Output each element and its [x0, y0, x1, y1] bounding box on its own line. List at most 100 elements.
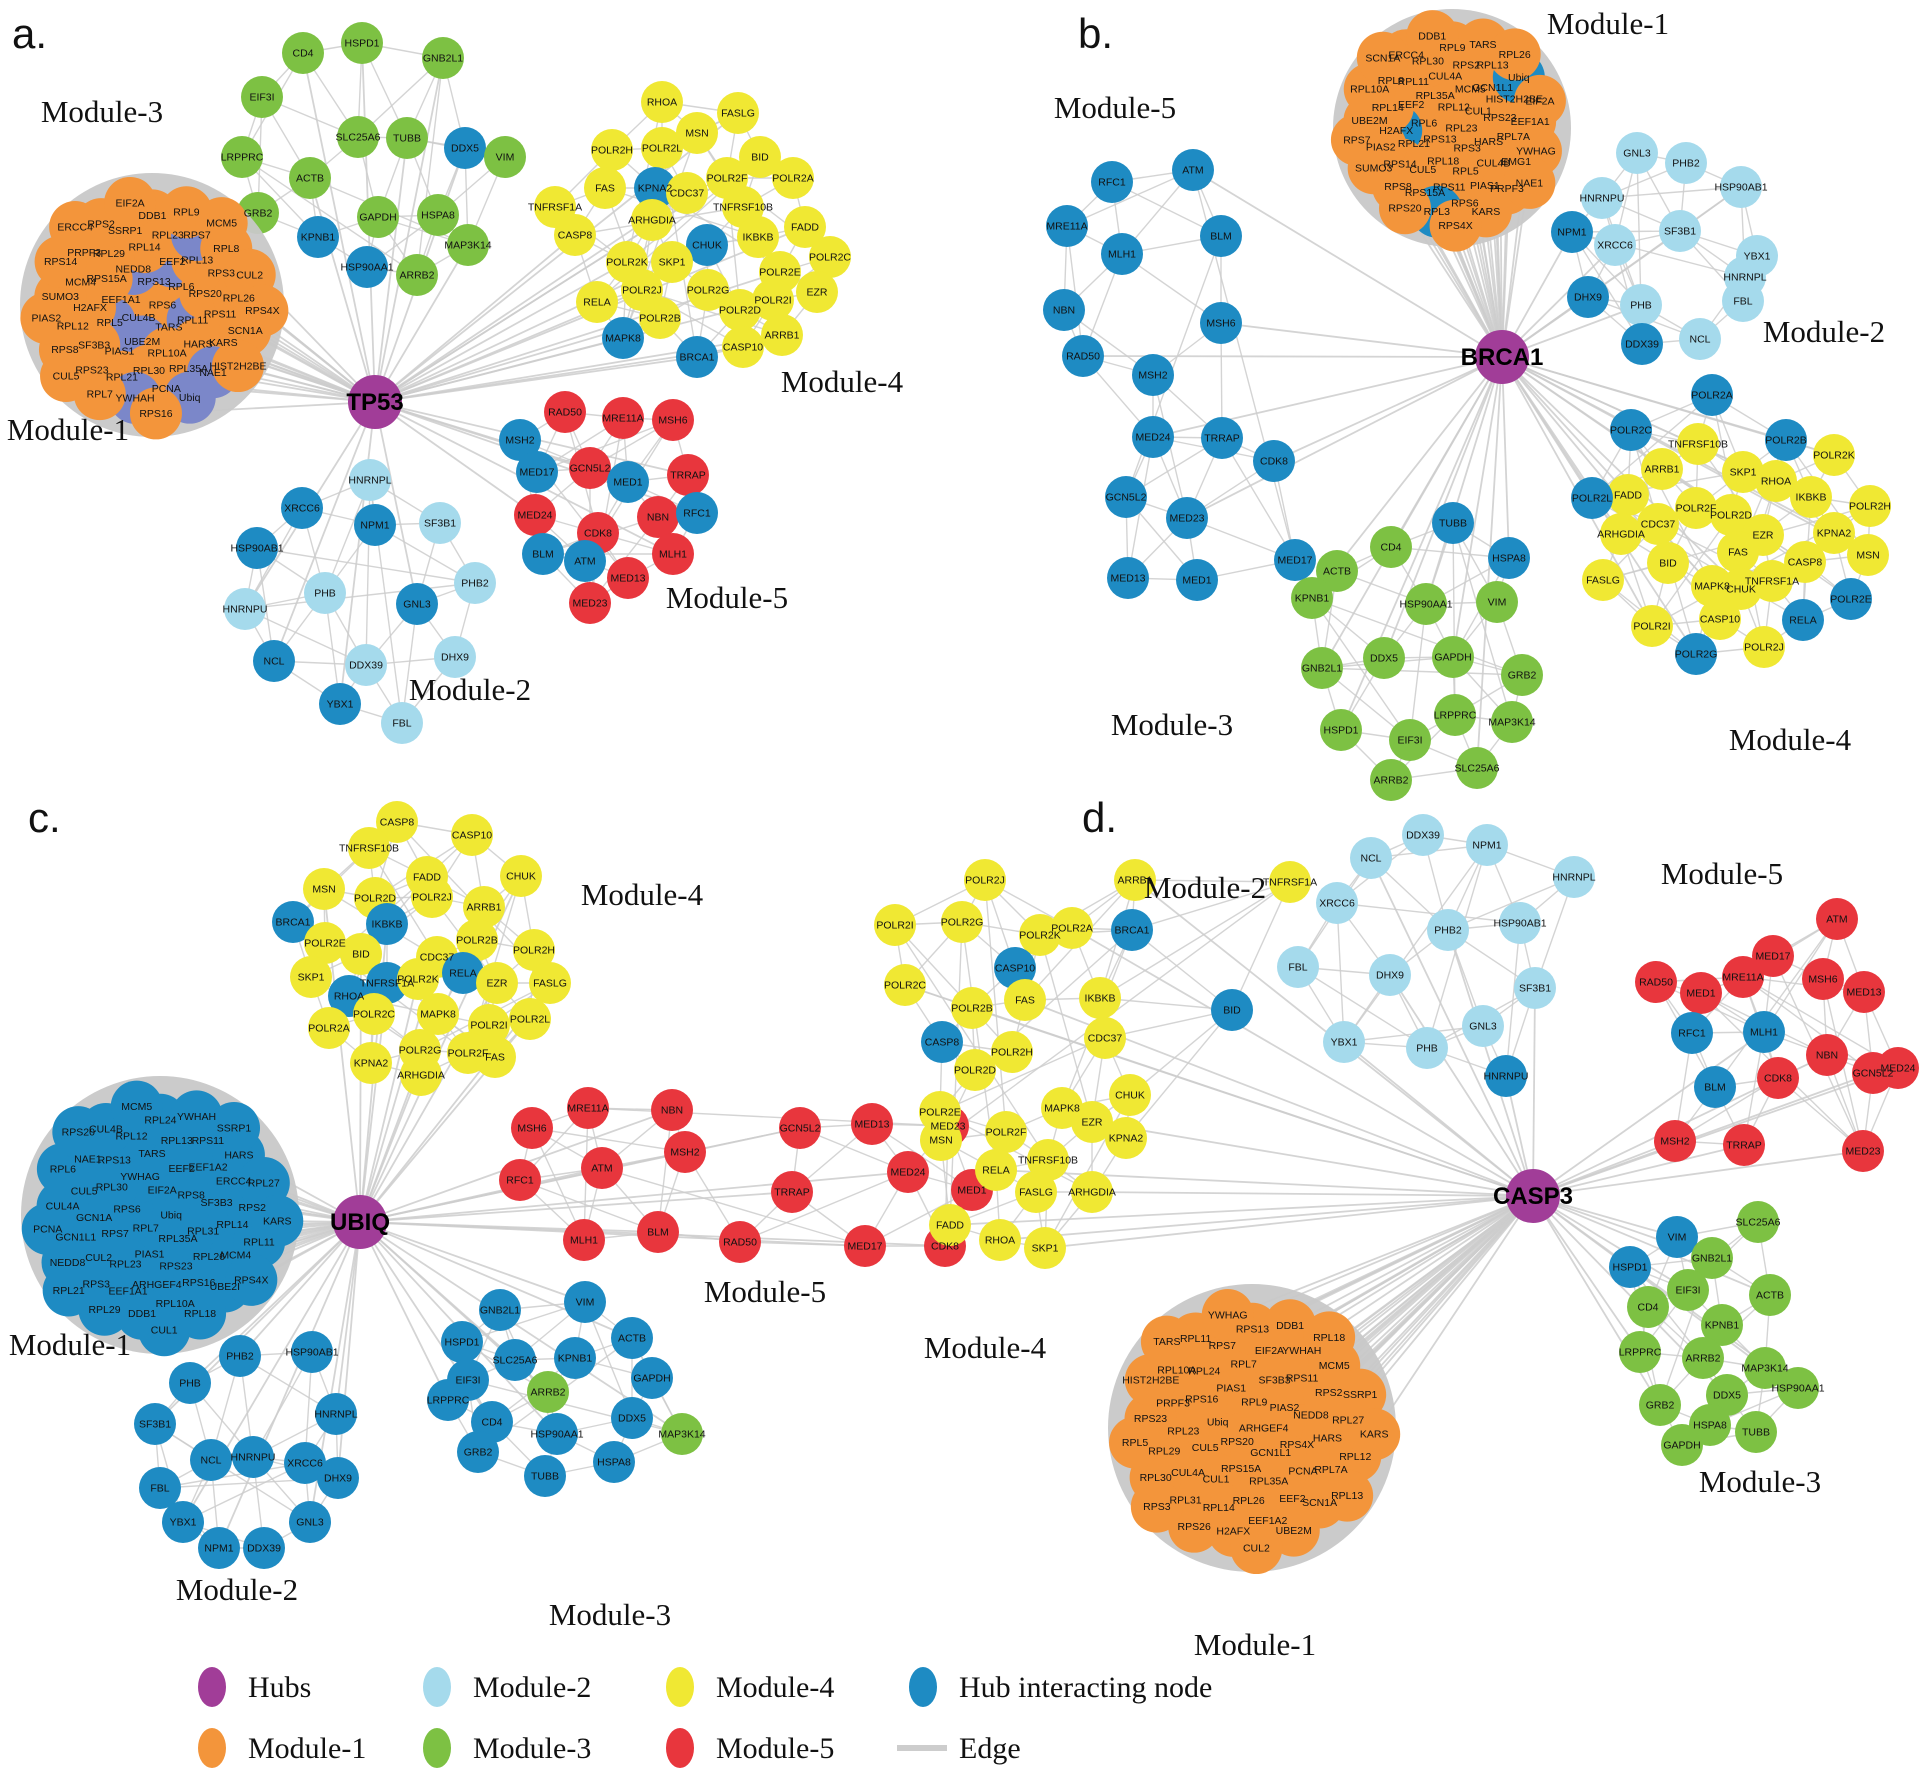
- node-nae1[interactable]: [1503, 156, 1556, 209]
- node-polr2k[interactable]: [397, 958, 439, 1000]
- node-polr2h[interactable]: [513, 929, 555, 971]
- node-med13[interactable]: [607, 557, 649, 599]
- node-rad50[interactable]: [719, 1221, 761, 1263]
- node-hsp90ab1[interactable]: [1499, 902, 1541, 944]
- node-atm[interactable]: [1816, 898, 1858, 940]
- node-hsp90ab1[interactable]: [1720, 166, 1762, 208]
- node-chuk[interactable]: [1109, 1074, 1151, 1116]
- node-msh2[interactable]: [1132, 354, 1174, 396]
- node-trrap[interactable]: [1201, 417, 1243, 459]
- node-mlh1[interactable]: [1101, 233, 1143, 275]
- node-trrap[interactable]: [1723, 1124, 1765, 1166]
- node-kars[interactable]: [1348, 1408, 1401, 1461]
- node-tnfrsf1a[interactable]: [1269, 861, 1311, 903]
- node-ddb1[interactable]: [1264, 1299, 1317, 1352]
- node-med24[interactable]: [887, 1151, 929, 1193]
- node-polr2e[interactable]: [304, 922, 346, 964]
- node-fadd[interactable]: [929, 1204, 971, 1246]
- node-casp10[interactable]: [994, 947, 1036, 989]
- node-fas[interactable]: [474, 1036, 516, 1078]
- node-msh6[interactable]: [1200, 302, 1242, 344]
- node-tnfrsf10b[interactable]: [1677, 423, 1719, 465]
- node-med24[interactable]: [1132, 416, 1174, 458]
- node-kpnb1[interactable]: [1701, 1304, 1743, 1346]
- node-hnrnpu[interactable]: [232, 1436, 274, 1478]
- node-gapdh[interactable]: [631, 1357, 673, 1399]
- node-med13[interactable]: [1107, 557, 1149, 599]
- node-hsp90aa1[interactable]: [1777, 1367, 1819, 1409]
- node-fbl[interactable]: [381, 702, 423, 744]
- node-ssrp1[interactable]: [1334, 1368, 1387, 1421]
- node-polr2i[interactable]: [752, 279, 794, 321]
- node-xrcc6[interactable]: [281, 487, 323, 529]
- node-fas[interactable]: [1004, 979, 1046, 1021]
- node-polr2d[interactable]: [1710, 494, 1752, 536]
- node-polr2g[interactable]: [687, 269, 729, 311]
- node-fas[interactable]: [1717, 531, 1759, 573]
- node-casp8[interactable]: [1784, 541, 1826, 583]
- node-grb2[interactable]: [1501, 654, 1543, 696]
- node-msh2[interactable]: [1654, 1120, 1696, 1162]
- node-phb[interactable]: [1406, 1027, 1448, 1069]
- node-gnl3[interactable]: [396, 583, 438, 625]
- node-phb[interactable]: [169, 1362, 211, 1404]
- node-mlh1[interactable]: [652, 533, 694, 575]
- node-med13[interactable]: [1843, 971, 1885, 1013]
- node-cd4[interactable]: [282, 32, 324, 74]
- node-med1[interactable]: [1680, 972, 1722, 1014]
- node-msh6[interactable]: [1802, 958, 1844, 1000]
- node-hnrnpl[interactable]: [349, 459, 391, 501]
- node-rela[interactable]: [1782, 599, 1824, 641]
- node-skp1[interactable]: [651, 241, 693, 283]
- node-xrcc6[interactable]: [284, 1442, 326, 1484]
- node-vim[interactable]: [1656, 1216, 1698, 1258]
- node-rpl26[interactable]: [1488, 28, 1541, 81]
- node-ddx5[interactable]: [611, 1397, 653, 1439]
- node-blm[interactable]: [1694, 1066, 1736, 1108]
- node-kars[interactable]: [251, 1194, 304, 1247]
- node-polr2l[interactable]: [509, 998, 551, 1040]
- node-phb[interactable]: [304, 572, 346, 614]
- node-polr2c[interactable]: [353, 993, 395, 1035]
- node-brca1[interactable]: [272, 901, 314, 943]
- node-ncl[interactable]: [190, 1439, 232, 1481]
- node-polr2i[interactable]: [874, 904, 916, 946]
- node-actb[interactable]: [289, 157, 331, 199]
- node-arrb2[interactable]: [527, 1371, 569, 1413]
- node-blm[interactable]: [637, 1211, 679, 1253]
- node-grb2[interactable]: [457, 1431, 499, 1473]
- node-brca1[interactable]: [1111, 909, 1153, 951]
- node-polr2d[interactable]: [719, 289, 761, 331]
- node-hnrnpl[interactable]: [315, 1393, 357, 1435]
- node-hnrnpu[interactable]: [224, 588, 266, 630]
- node-rps4x[interactable]: [1429, 199, 1482, 252]
- node-ddx39[interactable]: [1402, 814, 1444, 856]
- node-rpl5[interactable]: [1109, 1416, 1162, 1469]
- node-cd4[interactable]: [1370, 526, 1412, 568]
- node-msn[interactable]: [920, 1119, 962, 1161]
- hub-node-casp3[interactable]: [1506, 1169, 1560, 1223]
- node-tubb[interactable]: [1432, 502, 1474, 544]
- node-tubb[interactable]: [386, 117, 428, 159]
- node-blm[interactable]: [522, 533, 564, 575]
- node-sf3b1[interactable]: [419, 502, 461, 544]
- node-dhx9[interactable]: [1567, 276, 1609, 318]
- node-xrcc6[interactable]: [1594, 224, 1636, 266]
- node-cdc37[interactable]: [1084, 1017, 1126, 1059]
- node-atm[interactable]: [564, 540, 606, 582]
- node-blm[interactable]: [1200, 215, 1242, 257]
- node-tubb[interactable]: [1735, 1411, 1777, 1453]
- node-lrpprc[interactable]: [1619, 1331, 1661, 1373]
- node-rhoa[interactable]: [1755, 460, 1797, 502]
- node-polr2b[interactable]: [639, 297, 681, 339]
- node-gapdh[interactable]: [1661, 1424, 1703, 1466]
- node-polr2f[interactable]: [1675, 487, 1717, 529]
- node-hnrnpl[interactable]: [1553, 856, 1595, 898]
- node-rad50[interactable]: [1062, 335, 1104, 377]
- node-fadd[interactable]: [784, 206, 826, 248]
- node-kpna2[interactable]: [350, 1042, 392, 1084]
- node-med17[interactable]: [844, 1225, 886, 1267]
- node-phb[interactable]: [1620, 284, 1662, 326]
- node-msh6[interactable]: [511, 1107, 553, 1149]
- node-ddx39[interactable]: [345, 644, 387, 686]
